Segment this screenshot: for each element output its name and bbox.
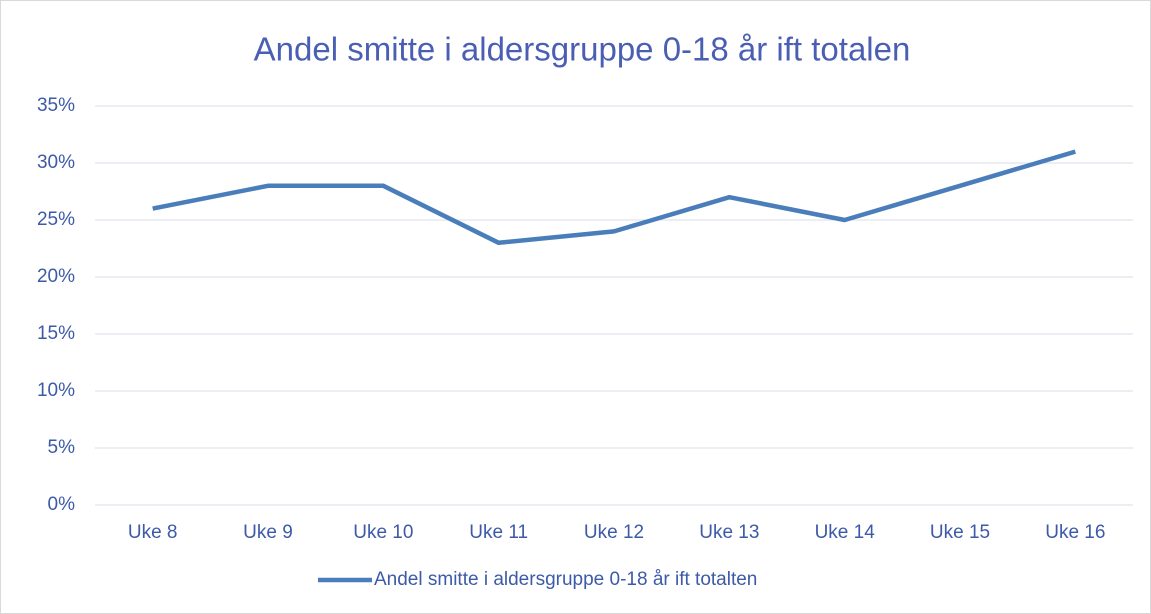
chart-title: Andel smitte i aldersgruppe 0-18 år ift …	[254, 31, 911, 68]
series-line	[152, 149, 1076, 246]
x-tick-label: Uke 10	[353, 522, 413, 543]
y-tick-label: 5%	[48, 437, 76, 458]
x-tick-label: Uke 12	[584, 522, 644, 543]
x-tick-label: Uke 9	[243, 522, 293, 543]
legend-label: Andel smitte i aldersgruppe 0-18 år ift …	[374, 569, 757, 590]
y-tick-label: 30%	[37, 152, 75, 173]
x-tick-label: Uke 13	[699, 522, 759, 543]
y-tick-label: 20%	[37, 266, 75, 287]
x-tick-label: Uke 8	[128, 522, 178, 543]
y-tick-label: 25%	[37, 209, 75, 230]
y-tick-label: 0%	[48, 494, 76, 515]
y-tick-label: 35%	[37, 95, 75, 116]
x-tick-label: Uke 15	[930, 522, 990, 543]
x-tick-label: Uke 11	[469, 522, 528, 543]
x-tick-label: Uke 16	[1045, 522, 1105, 543]
x-tick-label: Uke 14	[815, 522, 876, 543]
y-tick-label: 15%	[37, 323, 75, 344]
y-tick-label: 10%	[37, 380, 75, 401]
